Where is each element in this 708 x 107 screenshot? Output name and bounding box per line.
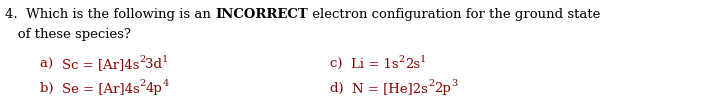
Text: 3d: 3d <box>145 58 162 71</box>
Text: of these species?: of these species? <box>5 28 131 41</box>
Text: INCORRECT: INCORRECT <box>215 8 308 21</box>
Text: c): c) <box>330 58 351 71</box>
Text: a): a) <box>40 58 62 71</box>
Text: 1: 1 <box>162 54 169 63</box>
Text: 4: 4 <box>163 79 169 88</box>
Text: Li = 1s: Li = 1s <box>351 58 399 71</box>
Text: 2s: 2s <box>405 58 420 71</box>
Text: d): d) <box>330 82 352 95</box>
Text: 2: 2 <box>428 79 434 88</box>
Text: electron configuration for the ground state: electron configuration for the ground st… <box>308 8 600 21</box>
Text: 2: 2 <box>139 79 146 88</box>
Text: Sc = [Ar]4s: Sc = [Ar]4s <box>62 58 139 71</box>
Text: 2: 2 <box>139 54 145 63</box>
Text: 2p: 2p <box>434 82 451 95</box>
Text: b): b) <box>40 82 62 95</box>
Text: Se = [Ar]4s: Se = [Ar]4s <box>62 82 139 95</box>
Text: 2: 2 <box>399 54 405 63</box>
Text: 1: 1 <box>420 54 426 63</box>
Text: N = [He]2s: N = [He]2s <box>352 82 428 95</box>
Text: 3: 3 <box>451 79 457 88</box>
Text: 4.  Which is the following is an: 4. Which is the following is an <box>5 8 215 21</box>
Text: 4p: 4p <box>146 82 163 95</box>
